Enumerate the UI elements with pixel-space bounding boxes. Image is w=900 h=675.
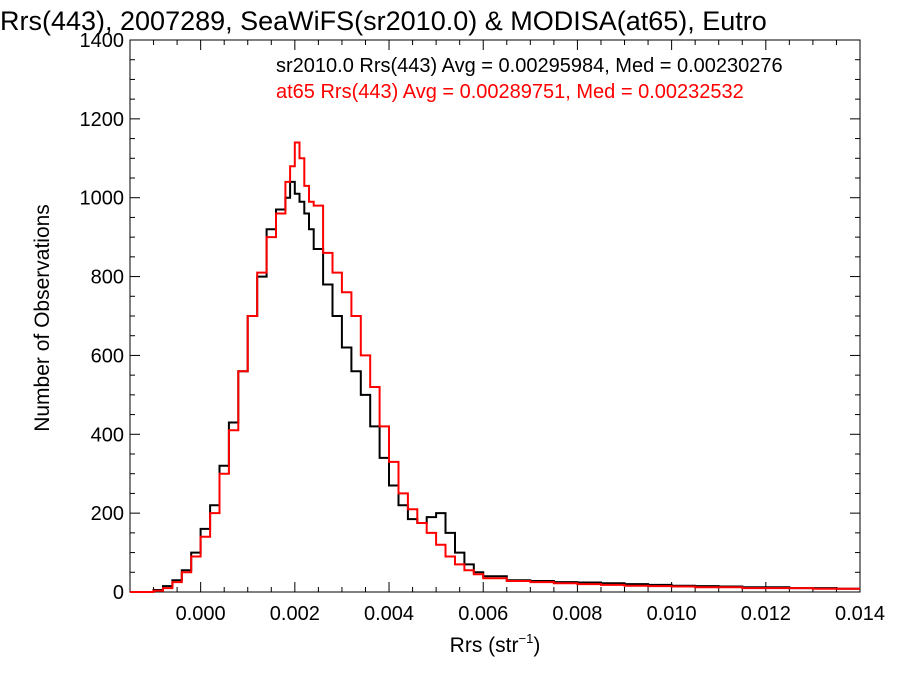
x-tick-label: 0.012 bbox=[741, 603, 791, 625]
plot-frame bbox=[129, 39, 861, 593]
series-line-sr2010 bbox=[130, 180, 860, 593]
y-tick-label: 1200 bbox=[80, 109, 125, 131]
y-tick-label: 1400 bbox=[80, 30, 125, 52]
x-tick-label: 0.010 bbox=[647, 603, 697, 625]
y-tick-label: 800 bbox=[91, 267, 124, 289]
chart-title: Rrs(443), 2007289, SeaWiFS(sr2010.0) & M… bbox=[0, 6, 767, 36]
legend-entry-at65: at65 Rrs(443) Avg = 0.00289751, Med = 0.… bbox=[276, 81, 744, 103]
x-tick-label: 0.014 bbox=[835, 603, 885, 625]
plot-frame-rect bbox=[129, 39, 861, 593]
x-tick-label: 0.006 bbox=[458, 603, 508, 625]
y-axis-label: Number of Observations bbox=[31, 204, 54, 432]
x-axis-label-superscript: −1 bbox=[519, 631, 534, 646]
x-tick-label: 0.000 bbox=[176, 603, 226, 625]
y-tick-label: 400 bbox=[91, 424, 124, 446]
series-lines bbox=[130, 141, 860, 593]
legend-entry-sr2010: sr2010.0 Rrs(443) Avg = 0.00295984, Med … bbox=[276, 55, 783, 77]
x-axis-label-close: ) bbox=[533, 634, 540, 657]
y-tick-label: 600 bbox=[91, 345, 124, 367]
y-tick-label: 1000 bbox=[80, 188, 125, 210]
series-line-at65 bbox=[130, 141, 860, 593]
y-tick-label: 200 bbox=[91, 503, 124, 525]
x-axis-label-text: Rrs (str bbox=[450, 634, 519, 657]
x-axis-label: Rrs (str−1) bbox=[450, 631, 541, 657]
x-tick-label: 0.008 bbox=[552, 603, 602, 625]
y-tick-label: 0 bbox=[113, 582, 124, 604]
x-tick-label: 0.004 bbox=[364, 603, 414, 625]
x-tick-label: 0.002 bbox=[270, 603, 320, 625]
y-axis-ticks: 0 200 400 600 800 1000 1200 1400 bbox=[80, 30, 860, 604]
x-axis-ticks: 0.000 0.002 0.004 0.006 0.008 0.010 0.012 0.014 bbox=[153, 40, 885, 625]
